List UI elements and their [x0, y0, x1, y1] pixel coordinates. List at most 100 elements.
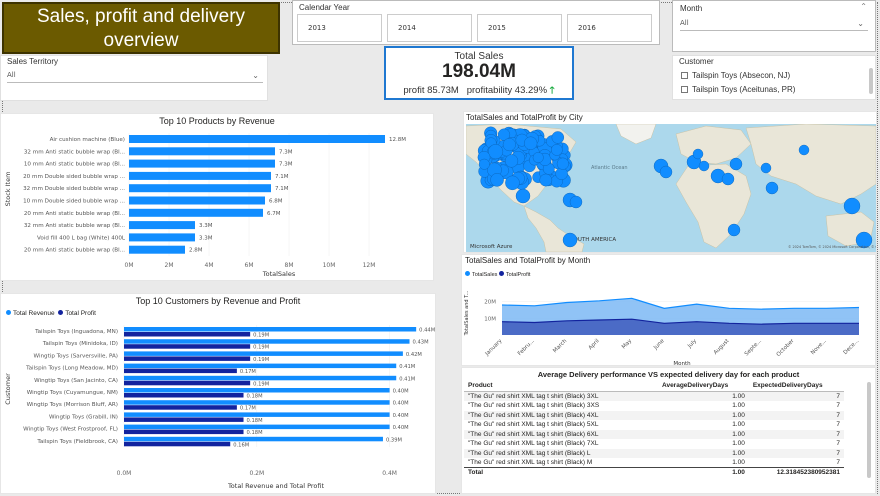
city-bubble[interactable]: [760, 162, 772, 174]
city-bubble[interactable]: [562, 232, 578, 248]
x-axis-title: Total Revenue and Total Profit: [227, 482, 325, 490]
bar-total-revenue: [124, 436, 383, 442]
month-label: Month: [680, 4, 703, 13]
year-2015-button[interactable]: 2015: [477, 14, 562, 42]
y-tick-label: 10 mm Anti static bubble wrap (Bl...: [24, 162, 125, 168]
data-label: 0.18M: [247, 430, 263, 436]
city-bubble[interactable]: [569, 195, 583, 209]
city-bubble[interactable]: [515, 188, 531, 204]
city-bubble[interactable]: [721, 172, 735, 186]
bar-total-profit: [124, 429, 244, 435]
y-axis-title: Customer: [4, 373, 12, 405]
city-bubbles[interactable]: [477, 126, 873, 249]
city-bubble[interactable]: [855, 231, 873, 249]
y-tick-label: Tailspin Toys (Minidoka, ID): [42, 341, 118, 347]
y-tick-label: 20M: [484, 300, 496, 306]
line-totalsales: [501, 297, 860, 310]
table-row[interactable]: "The Gu" red shirt XML tag t shirt (Blac…: [464, 439, 844, 449]
year-2013-button[interactable]: 2013: [297, 14, 382, 42]
product-cell: "The Gu" red shirt XML tag t shirt (Blac…: [464, 429, 658, 439]
total-sales-card: Total Sales 198.04M profit 85.73M profit…: [384, 46, 574, 100]
table-row[interactable]: "The Gu" red shirt XML tag t shirt (Blac…: [464, 391, 844, 401]
sales-map[interactable]: TotalSales and TotalProfit by City Atlan…: [463, 111, 877, 253]
column-header[interactable]: ExpectedDeliveryDays: [748, 380, 844, 392]
city-bubble[interactable]: [556, 157, 569, 170]
y-tick-label: 20 mm Anti static bubble wrap (Bl...: [24, 211, 125, 217]
x-tick-label: 4M: [205, 262, 214, 269]
map-copyright: © 2024 TomTom, © 2024 Microsoft Corporat…: [788, 245, 876, 249]
bar-total-profit: [124, 405, 237, 410]
table-scrollbar[interactable]: [867, 382, 871, 478]
city-bubble[interactable]: [497, 128, 511, 141]
data-label: 0.19M: [253, 345, 269, 351]
year-2016-button[interactable]: 2016: [567, 14, 652, 42]
y-tick-label: Wingtip Toys (Cuyamungue, NM): [27, 390, 118, 396]
city-bubble[interactable]: [551, 131, 565, 144]
city-bubble[interactable]: [488, 144, 504, 160]
delivery-table-visual: Average Delivery performance VS expected…: [461, 367, 876, 494]
customer-scrollbar[interactable]: [869, 68, 873, 94]
product-cell: "The Gu" red shirt XML tag t shirt (Blac…: [464, 410, 658, 420]
bar-total-profit: [124, 368, 237, 374]
x-tick-label: October: [776, 338, 796, 358]
city-bubble[interactable]: [698, 160, 710, 172]
expected-delivery-cell: 7: [748, 448, 844, 458]
bar: [129, 135, 385, 143]
city-bubble[interactable]: [659, 165, 673, 179]
x-tick-label: 2M: [165, 262, 174, 269]
customer-option[interactable]: Tailspin Toys (Aceitunas, PR): [681, 85, 795, 94]
city-bubble[interactable]: [524, 136, 538, 150]
up-arrow-icon: 🡑: [549, 85, 555, 96]
map-canvas[interactable]: Atlantic Ocean SOUTH AMERICA Microsoft A…: [466, 124, 876, 252]
bar: [129, 208, 263, 217]
city-bubble[interactable]: [478, 158, 490, 170]
city-bubble[interactable]: [798, 144, 810, 156]
city-bubble[interactable]: [539, 173, 553, 187]
table-row[interactable]: "The Gu" red shirt XML tag t shirt (Blac…: [464, 401, 844, 411]
y-tick-label: Wingtip Toys (West Frostproof, FL): [23, 427, 118, 433]
y-tick-label: 32 mm Anti static bubble wrap (Bl...: [24, 149, 125, 155]
city-bubble[interactable]: [505, 175, 520, 191]
data-label: 0.40M: [393, 401, 409, 407]
month-dropdown[interactable]: All ⌄: [680, 19, 868, 31]
x-tick-label: Nove...: [810, 338, 828, 356]
table-row[interactable]: "The Gu" red shirt XML tag t shirt (Blac…: [464, 410, 844, 420]
chevron-up-icon[interactable]: ⌃: [860, 2, 867, 11]
city-bubble[interactable]: [727, 223, 741, 237]
column-header[interactable]: AverageDeliveryDays: [658, 380, 749, 392]
bar-total-revenue: [124, 327, 417, 332]
bar: [129, 221, 195, 230]
legend-dot-icon: [6, 310, 11, 315]
city-bubble[interactable]: [843, 197, 861, 215]
city-bubble[interactable]: [504, 154, 519, 168]
year-2014-button[interactable]: 2014: [387, 14, 472, 42]
checkbox-icon[interactable]: [681, 86, 688, 93]
data-label: 0.43M: [413, 340, 429, 346]
bar: [129, 233, 195, 242]
data-label: 0.40M: [393, 389, 409, 395]
x-tick-label: 0.0M: [117, 470, 132, 477]
checkbox-icon[interactable]: [681, 72, 688, 79]
city-bubble[interactable]: [692, 148, 704, 160]
y-tick-label: 32 mm Double sided bubble wrap ...: [23, 186, 125, 192]
table-row[interactable]: "The Gu" red shirt XML tag t shirt (Blac…: [464, 429, 844, 439]
customer-option[interactable]: Tailspin Toys (Absecon, NJ): [681, 71, 790, 80]
table-row[interactable]: "The Gu" red shirt XML tag t shirt (Blac…: [464, 448, 844, 458]
chart-title: Top 10 Customers by Revenue and Profit: [135, 296, 301, 306]
x-tick-label: August: [713, 338, 731, 356]
city-bubble[interactable]: [532, 152, 544, 163]
city-bubble[interactable]: [551, 144, 563, 156]
table-row[interactable]: "The Gu" red shirt XML tag t shirt (Blac…: [464, 458, 844, 468]
column-header[interactable]: Product: [464, 380, 658, 392]
city-bubble[interactable]: [765, 181, 779, 195]
x-tick-label: May: [621, 338, 634, 351]
table-row[interactable]: "The Gu" red shirt XML tag t shirt (Blac…: [464, 420, 844, 430]
bar: [129, 184, 271, 193]
product-cell: "The Gu" red shirt XML tag t shirt (Blac…: [468, 440, 599, 448]
bar-total-profit: [124, 441, 231, 447]
city-bubble[interactable]: [490, 173, 504, 187]
city-bubble[interactable]: [729, 157, 743, 171]
territory-dropdown[interactable]: All ⌄: [7, 71, 263, 83]
sales-territory-label: Sales Territory: [7, 57, 58, 66]
city-bubble[interactable]: [502, 138, 516, 152]
